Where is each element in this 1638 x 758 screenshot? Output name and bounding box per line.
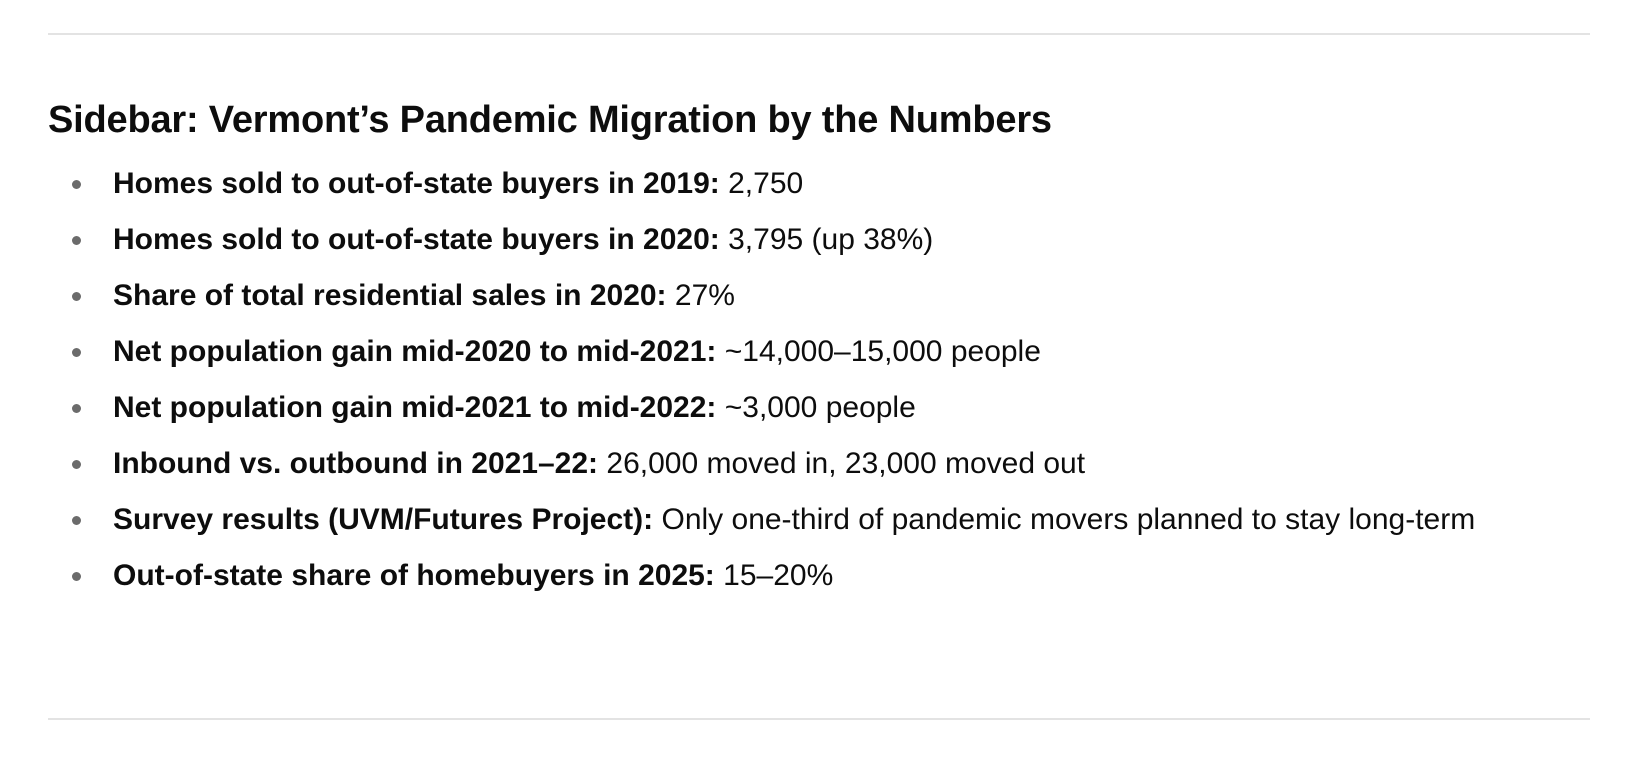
item-label: Inbound vs. outbound in 2021–22: [113,447,599,480]
item-value: ~3,000 people [724,391,916,424]
item-label: Net population gain mid-2021 to mid-2022… [113,391,717,424]
item-value: 26,000 moved in, 23,000 moved out [606,447,1086,480]
item-label: Out-of-state share of homebuyers in 2025… [113,559,715,592]
list-item: Out-of-state share of homebuyers in 2025… [72,548,1613,604]
item-value: 15–20% [723,559,834,592]
list-item: Survey results (UVM/Futures Project): On… [72,492,1613,548]
list-item: Inbound vs. outbound in 2021–22: 26,000 … [72,436,1613,492]
item-label: Survey results (UVM/Futures Project): [113,503,654,536]
bottom-divider [48,718,1590,720]
item-label: Homes sold to out-of-state buyers in 201… [113,167,720,200]
sidebar-heading: Sidebar: Vermont’s Pandemic Migration by… [48,99,1052,141]
item-label: Share of total residential sales in 2020… [113,279,667,312]
item-value: ~14,000–15,000 people [724,335,1041,368]
top-divider [48,33,1590,35]
list-item: Share of total residential sales in 2020… [72,268,1613,324]
list-item: Homes sold to out-of-state buyers in 201… [72,156,1613,212]
list-item: Net population gain mid-2021 to mid-2022… [72,380,1613,436]
item-value: Only one-third of pandemic movers planne… [661,503,1476,536]
item-label: Net population gain mid-2020 to mid-2021… [113,335,717,368]
item-value: 3,795 (up 38%) [728,223,934,256]
list-item: Net population gain mid-2020 to mid-2021… [72,324,1613,380]
item-label: Homes sold to out-of-state buyers in 202… [113,223,720,256]
item-value: 27% [674,279,735,312]
list-item: Homes sold to out-of-state buyers in 202… [72,212,1613,268]
stats-list: Homes sold to out-of-state buyers in 201… [48,156,1613,604]
item-value: 2,750 [728,167,804,200]
